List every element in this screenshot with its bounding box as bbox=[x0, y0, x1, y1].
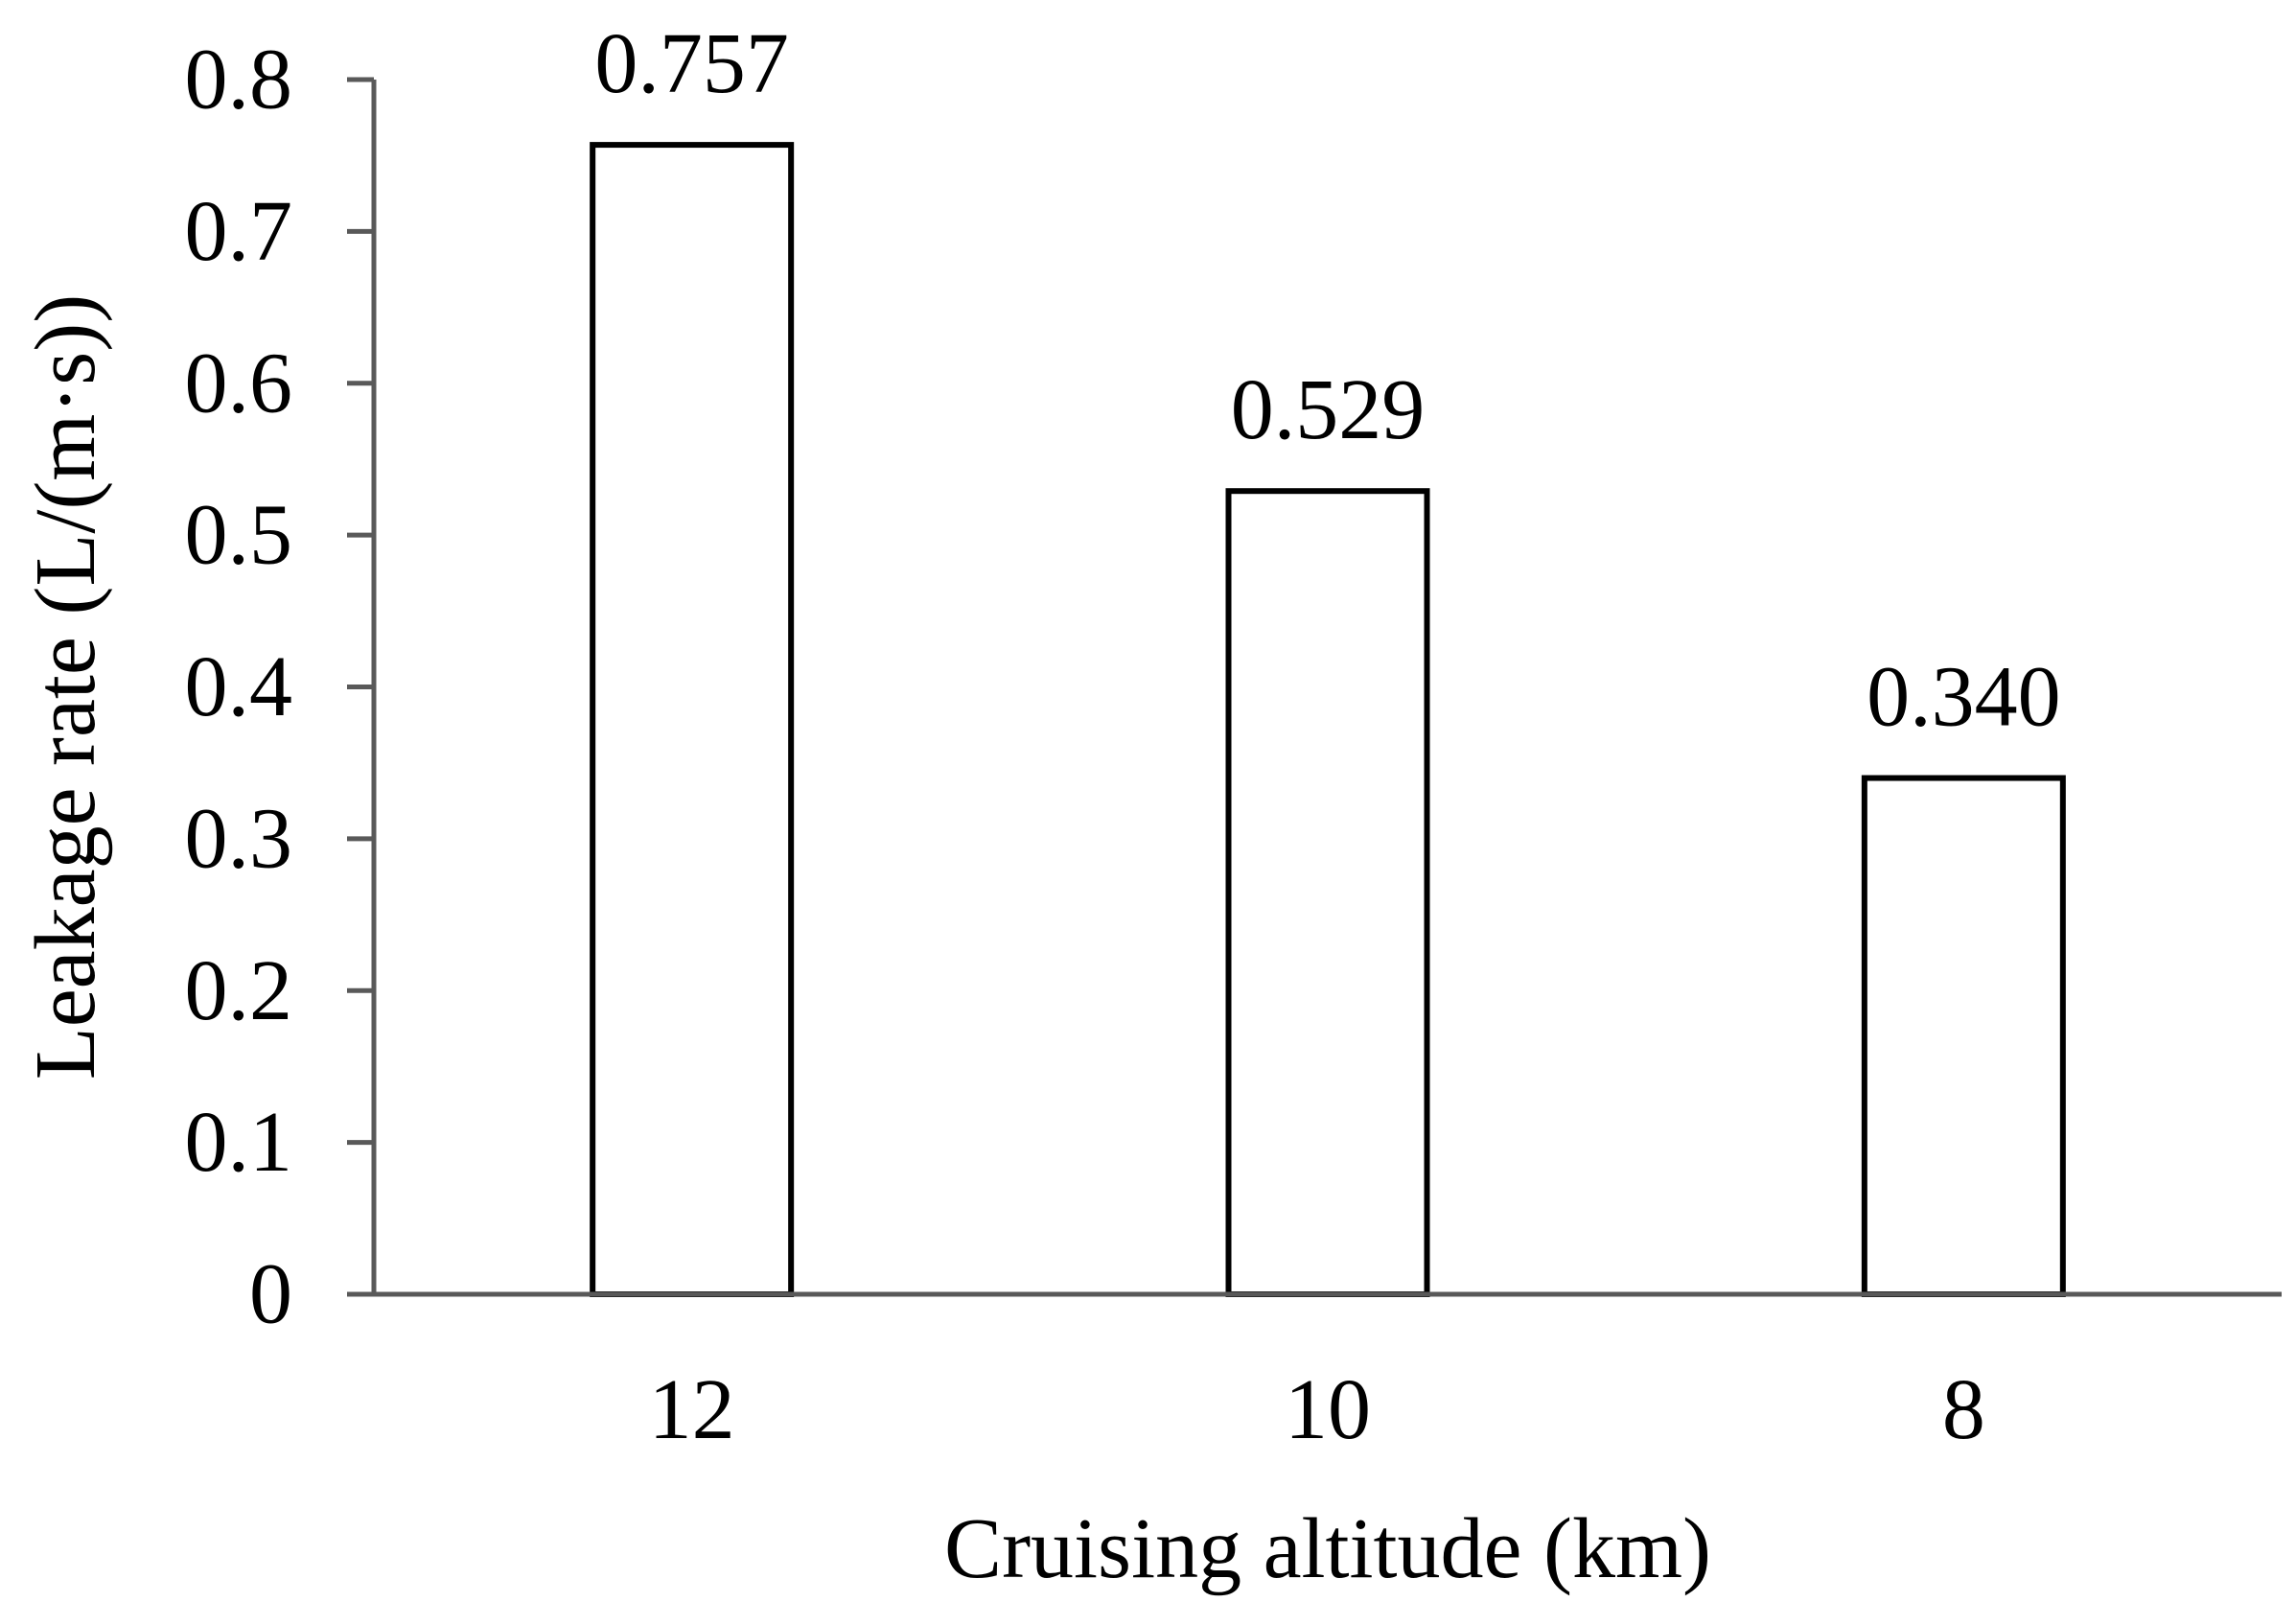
y-tick-label: 0.2 bbox=[185, 943, 293, 1038]
x-tick-label: 12 bbox=[649, 1362, 735, 1457]
data-label: 0.529 bbox=[1231, 362, 1426, 457]
x-tick-label: 10 bbox=[1285, 1362, 1371, 1457]
x-tick-label: 8 bbox=[1942, 1362, 1985, 1457]
y-tick-label: 0.7 bbox=[185, 184, 293, 279]
data-label: 0.340 bbox=[1867, 650, 2061, 745]
y-tick-label: 0.4 bbox=[185, 639, 293, 734]
y-axis-title: Leakage rate (L/(m·s)) bbox=[18, 294, 113, 1080]
x-axis-ticks: 12 10 8 bbox=[649, 1362, 1985, 1457]
y-tick-label: 0.5 bbox=[185, 488, 293, 583]
y-tick-label: 0 bbox=[249, 1247, 292, 1342]
bar bbox=[590, 142, 795, 1298]
bars: 0.757 0.529 0.340 bbox=[590, 16, 2066, 1298]
y-axis-ticks: 0 0.1 0.2 0.3 0.4 0.5 0.6 0.7 0.8 bbox=[185, 33, 374, 1342]
data-label: 0.757 bbox=[594, 16, 789, 111]
y-tick-label: 0.1 bbox=[185, 1095, 293, 1190]
y-tick-label: 0.8 bbox=[185, 33, 293, 128]
y-tick-label: 0.6 bbox=[185, 336, 293, 430]
bar bbox=[1225, 488, 1430, 1297]
bar bbox=[1861, 775, 2066, 1297]
x-axis-title: Cruising altitude (km) bbox=[944, 1501, 1711, 1596]
y-tick-label: 0.3 bbox=[185, 791, 293, 886]
